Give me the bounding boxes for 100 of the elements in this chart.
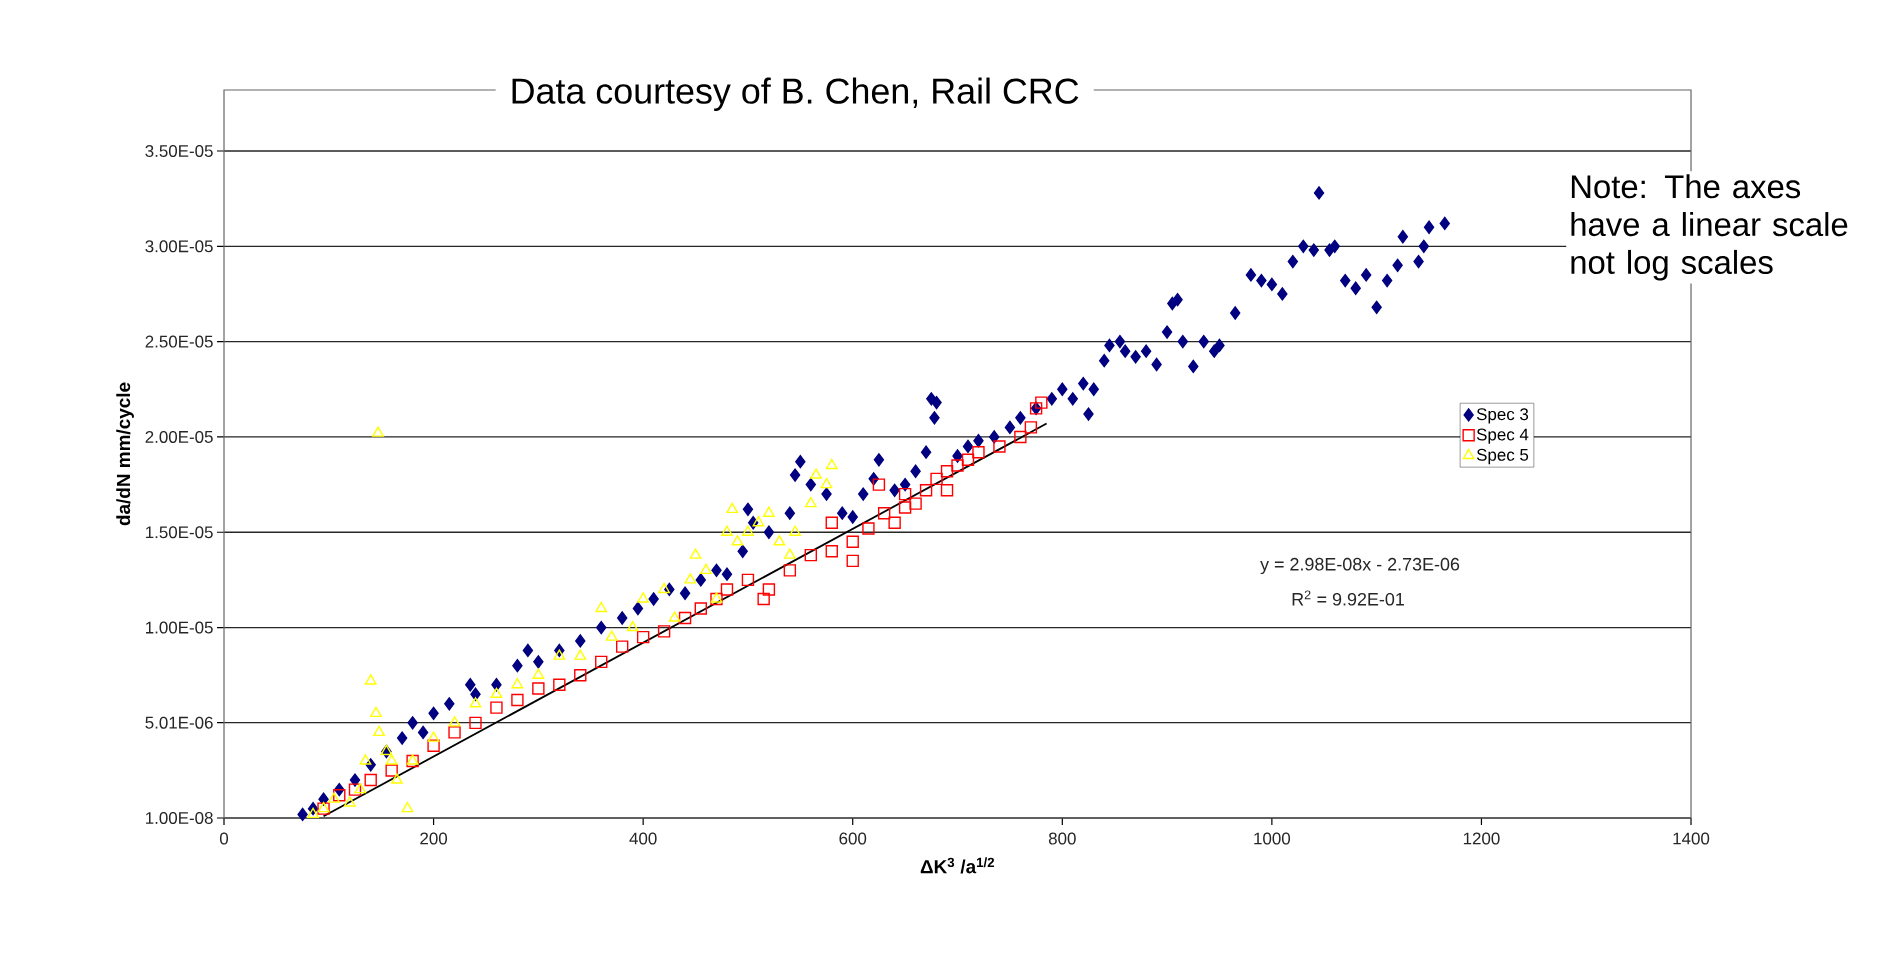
point [490, 701, 503, 714]
point [1024, 421, 1038, 434]
point [373, 725, 385, 737]
point [720, 583, 734, 596]
annotation: Note: The axes have a linear scale not log scales [1571, 174, 1848, 281]
y-tick-label: 5.01E-06 [145, 716, 213, 729]
y-tick-label: 2.00E-05 [145, 430, 213, 443]
point [820, 477, 833, 489]
point [1014, 430, 1027, 444]
point [448, 726, 461, 739]
point [511, 693, 524, 707]
point [940, 465, 954, 478]
point [364, 773, 377, 787]
point [343, 796, 356, 807]
point [700, 563, 712, 575]
point [595, 655, 608, 669]
point [930, 472, 943, 486]
x-tick-label: 0 [219, 832, 229, 845]
point [678, 611, 692, 625]
point [511, 678, 524, 689]
y-tick-label: 3.00E-05 [145, 240, 213, 253]
legend-label: Spec 5 [1476, 448, 1529, 465]
y-tick-label: 1.50E-05 [146, 526, 213, 539]
x-axis-title: ΔK$^{3}$ /a$^{1/2}$ [920, 857, 995, 874]
point [825, 545, 838, 558]
point [370, 706, 382, 718]
point [862, 522, 875, 535]
annotation: R$^{2}$ = 9.92E-01 [1292, 590, 1404, 606]
point [574, 649, 587, 660]
point [762, 583, 776, 596]
point [726, 502, 739, 514]
point [961, 453, 975, 466]
point [898, 501, 912, 514]
point [804, 496, 817, 508]
point [469, 716, 482, 730]
point [605, 630, 618, 641]
point [636, 630, 650, 644]
point [804, 548, 818, 562]
point [783, 548, 796, 559]
point [364, 674, 377, 685]
point [448, 716, 461, 727]
point [689, 548, 702, 559]
point [846, 554, 859, 568]
y-axis-title: da/dN mm/cycle [116, 382, 134, 526]
point [574, 669, 587, 682]
point [354, 782, 367, 794]
point [763, 506, 775, 517]
point [372, 426, 384, 437]
point [385, 754, 398, 765]
point [694, 602, 707, 615]
point [810, 468, 822, 479]
point [789, 525, 801, 536]
point [401, 801, 414, 813]
point [532, 668, 545, 679]
y-tick-label: 2.50E-05 [145, 335, 213, 348]
point [328, 792, 340, 803]
point [846, 535, 859, 548]
point [825, 516, 838, 529]
point [783, 564, 797, 577]
point [888, 516, 901, 529]
point [909, 497, 922, 510]
point [742, 525, 754, 536]
y-tick-label: 1.00E-08 [146, 812, 213, 824]
x-tick-label: 1200 [1463, 832, 1500, 845]
x-tick-label: 400 [629, 832, 657, 845]
point [993, 440, 1006, 453]
point [919, 484, 933, 497]
legend-label: Spec 3 [1476, 408, 1529, 424]
point [825, 458, 838, 470]
point [427, 731, 440, 742]
x-tick-label: 1000 [1254, 832, 1291, 845]
y-tick-label: 3.50E-05 [145, 144, 213, 157]
point [757, 592, 770, 606]
x-tick-label: 800 [1048, 832, 1076, 845]
point [391, 773, 403, 784]
point [741, 573, 755, 587]
point [668, 611, 681, 622]
point [877, 506, 891, 520]
point [385, 764, 398, 777]
point [595, 601, 608, 613]
point [721, 525, 733, 536]
y-tick-label: 1.00E-05 [146, 621, 213, 634]
point [972, 445, 985, 459]
point [773, 535, 786, 546]
point [626, 620, 639, 632]
point [553, 678, 566, 691]
x-tick-label: 1400 [1673, 832, 1710, 845]
annotation: y = 2.98E-08x - 2.73E-06 [1260, 557, 1460, 575]
x-tick-label: 600 [839, 832, 867, 845]
point [532, 682, 545, 695]
point [684, 573, 697, 584]
point [615, 640, 629, 653]
point [940, 484, 954, 497]
point [1035, 396, 1048, 409]
point [637, 592, 650, 603]
x-tick-label: 200 [420, 832, 448, 845]
chart-title: Data courtesy of B. Chen, Rail CRC [512, 77, 1079, 111]
legend-label: Spec 4 [1476, 428, 1529, 444]
point [657, 625, 671, 638]
point [731, 535, 744, 546]
